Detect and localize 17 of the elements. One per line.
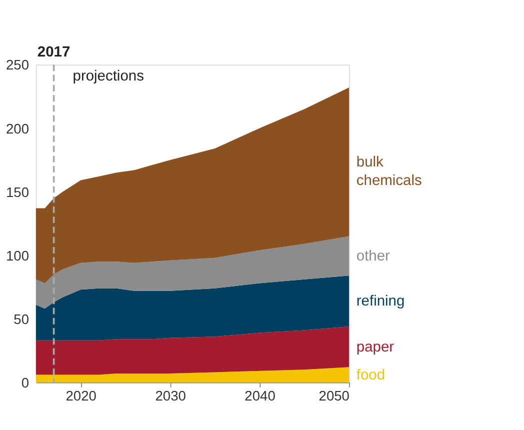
series-label: other (356, 248, 390, 265)
y-tick-label: 150 (6, 184, 30, 200)
x-tick-label: 2020 (66, 387, 97, 404)
series-label: bulk chemicals (356, 154, 422, 189)
y-tick-label: 0 (21, 374, 30, 390)
x-tick-label: 2050 (318, 387, 350, 404)
y-tick-label: 200 (6, 120, 30, 136)
y-tick-label: 250 (6, 56, 30, 73)
annotation: projections (72, 68, 144, 84)
series-label: food (356, 367, 386, 384)
series-label: refining (356, 294, 405, 310)
x-tick-label: 2030 (155, 387, 186, 404)
ref-line-label: 2017 (37, 44, 70, 60)
series-label: paper (356, 339, 394, 356)
y-tick-label: 100 (6, 247, 30, 264)
y-tick-label: 50 (14, 310, 30, 327)
x-tick-label: 2040 (244, 387, 276, 404)
